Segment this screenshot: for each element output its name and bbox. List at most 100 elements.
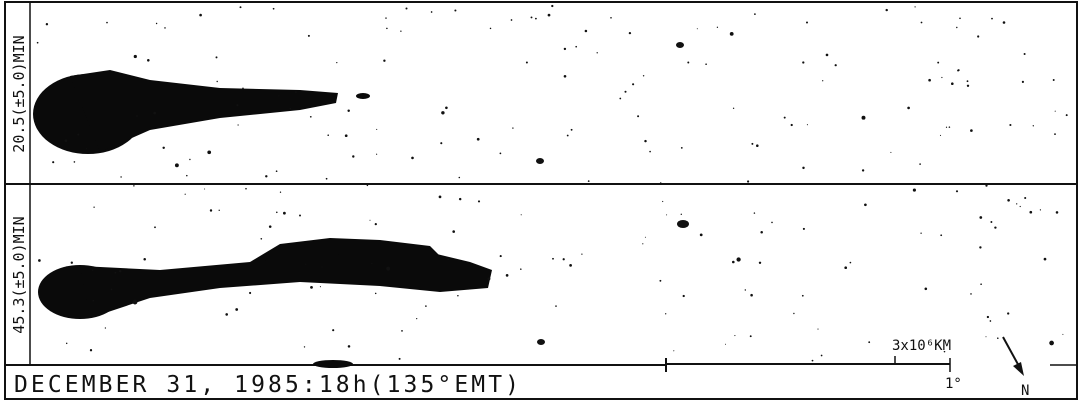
star — [400, 31, 401, 32]
star — [164, 27, 166, 29]
star — [295, 91, 297, 93]
star — [949, 126, 951, 128]
star — [817, 329, 818, 330]
star — [759, 262, 761, 264]
star — [760, 231, 763, 234]
star — [506, 274, 509, 277]
star — [186, 175, 188, 177]
blob — [313, 360, 353, 368]
star — [336, 62, 337, 63]
star — [488, 278, 491, 281]
star — [959, 17, 961, 19]
star — [511, 19, 513, 21]
star — [979, 216, 982, 219]
star — [65, 139, 68, 142]
star — [791, 124, 793, 126]
star — [666, 214, 667, 215]
star — [71, 262, 73, 264]
star — [237, 124, 238, 125]
star — [807, 124, 808, 125]
star — [990, 320, 992, 322]
star — [907, 107, 910, 110]
star — [864, 203, 867, 206]
star — [687, 62, 689, 64]
star — [548, 14, 551, 17]
comet-plate: 20.5(±5.0)MIN 45.3(±5.0)MIN DECEMBER 31,… — [0, 0, 1080, 408]
star — [673, 350, 674, 351]
star — [369, 220, 370, 221]
star — [637, 115, 639, 117]
star — [1009, 124, 1011, 126]
star — [803, 228, 805, 230]
star — [327, 134, 329, 136]
star — [624, 91, 626, 93]
star — [979, 246, 981, 248]
star — [452, 230, 455, 233]
star — [276, 170, 278, 172]
star — [844, 266, 847, 269]
star — [386, 267, 390, 271]
star — [734, 335, 735, 336]
star — [92, 270, 93, 271]
star — [92, 300, 94, 302]
star — [405, 7, 407, 9]
star — [133, 185, 134, 186]
star — [919, 163, 921, 165]
star — [459, 198, 461, 200]
star — [236, 104, 238, 106]
star — [93, 207, 94, 208]
star — [826, 54, 829, 57]
star — [153, 112, 156, 115]
star — [147, 59, 150, 62]
star — [304, 346, 305, 347]
star — [750, 294, 753, 297]
star — [571, 129, 573, 131]
star — [987, 316, 989, 318]
star — [105, 327, 106, 328]
star — [219, 210, 220, 211]
star — [644, 140, 646, 142]
star — [478, 200, 480, 202]
star — [185, 194, 186, 195]
star — [310, 286, 313, 289]
star — [890, 152, 891, 153]
star — [348, 345, 351, 348]
north-label: N — [1021, 383, 1029, 399]
star — [86, 148, 87, 149]
star — [990, 221, 992, 223]
star — [106, 22, 108, 24]
star — [283, 212, 286, 215]
star — [575, 46, 577, 48]
star — [1040, 209, 1041, 210]
star — [937, 62, 939, 64]
star — [597, 52, 598, 53]
star — [500, 153, 502, 155]
star — [886, 9, 888, 11]
star — [531, 16, 533, 18]
star — [928, 79, 931, 82]
star — [771, 222, 773, 224]
star — [512, 127, 513, 128]
star — [750, 335, 752, 337]
star — [521, 214, 522, 215]
star — [352, 155, 354, 157]
star — [551, 5, 553, 7]
star — [332, 329, 334, 331]
star — [585, 30, 588, 33]
star — [537, 339, 545, 345]
star — [681, 147, 683, 149]
star — [133, 300, 138, 305]
star — [730, 32, 734, 36]
star — [216, 81, 217, 82]
star — [991, 18, 993, 20]
star — [269, 225, 272, 228]
star — [1049, 341, 1054, 346]
star — [733, 108, 734, 109]
star — [119, 270, 121, 272]
star — [431, 11, 433, 13]
star — [564, 75, 567, 78]
star — [347, 109, 349, 111]
star — [310, 116, 312, 118]
star — [967, 85, 969, 87]
star — [199, 14, 202, 17]
